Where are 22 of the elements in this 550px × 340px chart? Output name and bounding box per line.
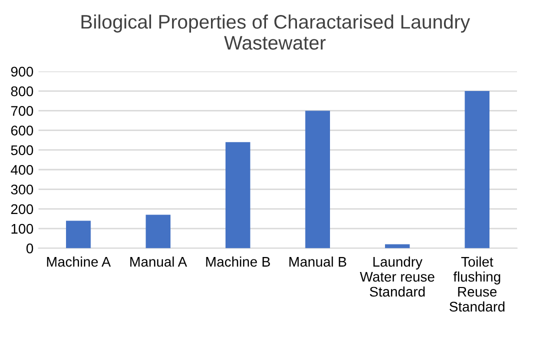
y-tick-label: 600 (11, 126, 34, 136)
bar (305, 110, 330, 248)
y-tick-label: 300 (11, 184, 34, 194)
bar (464, 91, 490, 248)
y-tick-label: 100 (12, 224, 34, 234)
y-tick-label: 400 (10, 164, 34, 175)
bar (226, 142, 250, 248)
y-tick-label: 200 (11, 204, 34, 214)
x-tick-label: Manual B (289, 256, 346, 267)
bar (146, 214, 170, 248)
x-tick-label: Toilet flushing Reuse Standard (450, 256, 504, 312)
x-tick-label: Laundry Water reuse Standard (360, 256, 434, 297)
x-tick-label: Machine A (47, 256, 111, 267)
y-tick-label: 700 (11, 106, 34, 116)
chart-title: Bilogical Properties of Charactarised Laundry Wastewater (82, 14, 470, 50)
y-tick-label: 500 (11, 145, 34, 156)
bar (66, 220, 91, 248)
x-tick-label: Machine B (206, 256, 270, 267)
y-tick-label: 800 (11, 86, 34, 96)
x-tick-label: Manual A (130, 256, 188, 267)
y-tick-label: 900 (11, 66, 34, 77)
y-tick-label: 0 (26, 244, 34, 254)
